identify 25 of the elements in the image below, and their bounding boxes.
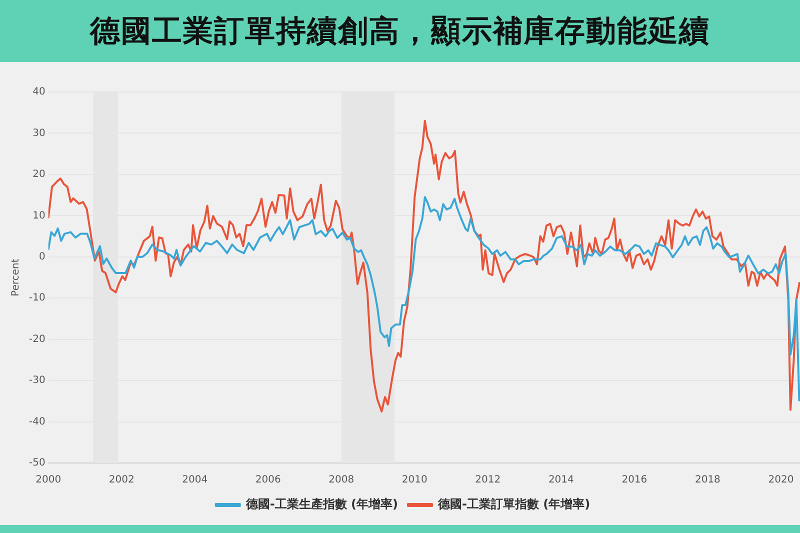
y-tick-label: 10	[32, 210, 46, 222]
y-tick-label: 0	[38, 251, 46, 262]
y-tick-label: -30	[28, 375, 46, 386]
x-tick-label: 2020	[768, 474, 794, 486]
y-tick-label: 30	[32, 128, 46, 139]
y-tick-label: -20	[28, 334, 46, 345]
x-tick-label: 2000	[36, 474, 62, 486]
x-tick-label: 2018	[694, 474, 720, 486]
y-tick-label: 20	[32, 169, 46, 180]
y-tick-label: -40	[28, 416, 46, 428]
y-tick-label: -10	[28, 292, 46, 304]
legend-label: 德國-工業訂單指數 (年增率)	[437, 497, 590, 512]
x-tick-label: 2002	[108, 474, 134, 486]
chart-title: 德國工業訂單持續創高，顯示補庫存動能延續	[90, 12, 710, 50]
x-tick-label: 2008	[328, 474, 354, 486]
x-tick-label: 2004	[182, 474, 208, 486]
legend-label: 德國-工業生產指數 (年增率)	[244, 497, 398, 512]
y-axis-title: Percent	[10, 258, 22, 296]
x-tick-label: 2006	[255, 474, 281, 486]
x-tick-label: 2014	[548, 474, 574, 486]
y-tick-label: -50	[28, 458, 46, 469]
y-tick-label: 40	[32, 86, 46, 98]
x-tick-label: 2012	[475, 474, 501, 486]
x-tick-label: 2016	[622, 474, 648, 486]
x-tick-label: 2010	[402, 474, 428, 486]
